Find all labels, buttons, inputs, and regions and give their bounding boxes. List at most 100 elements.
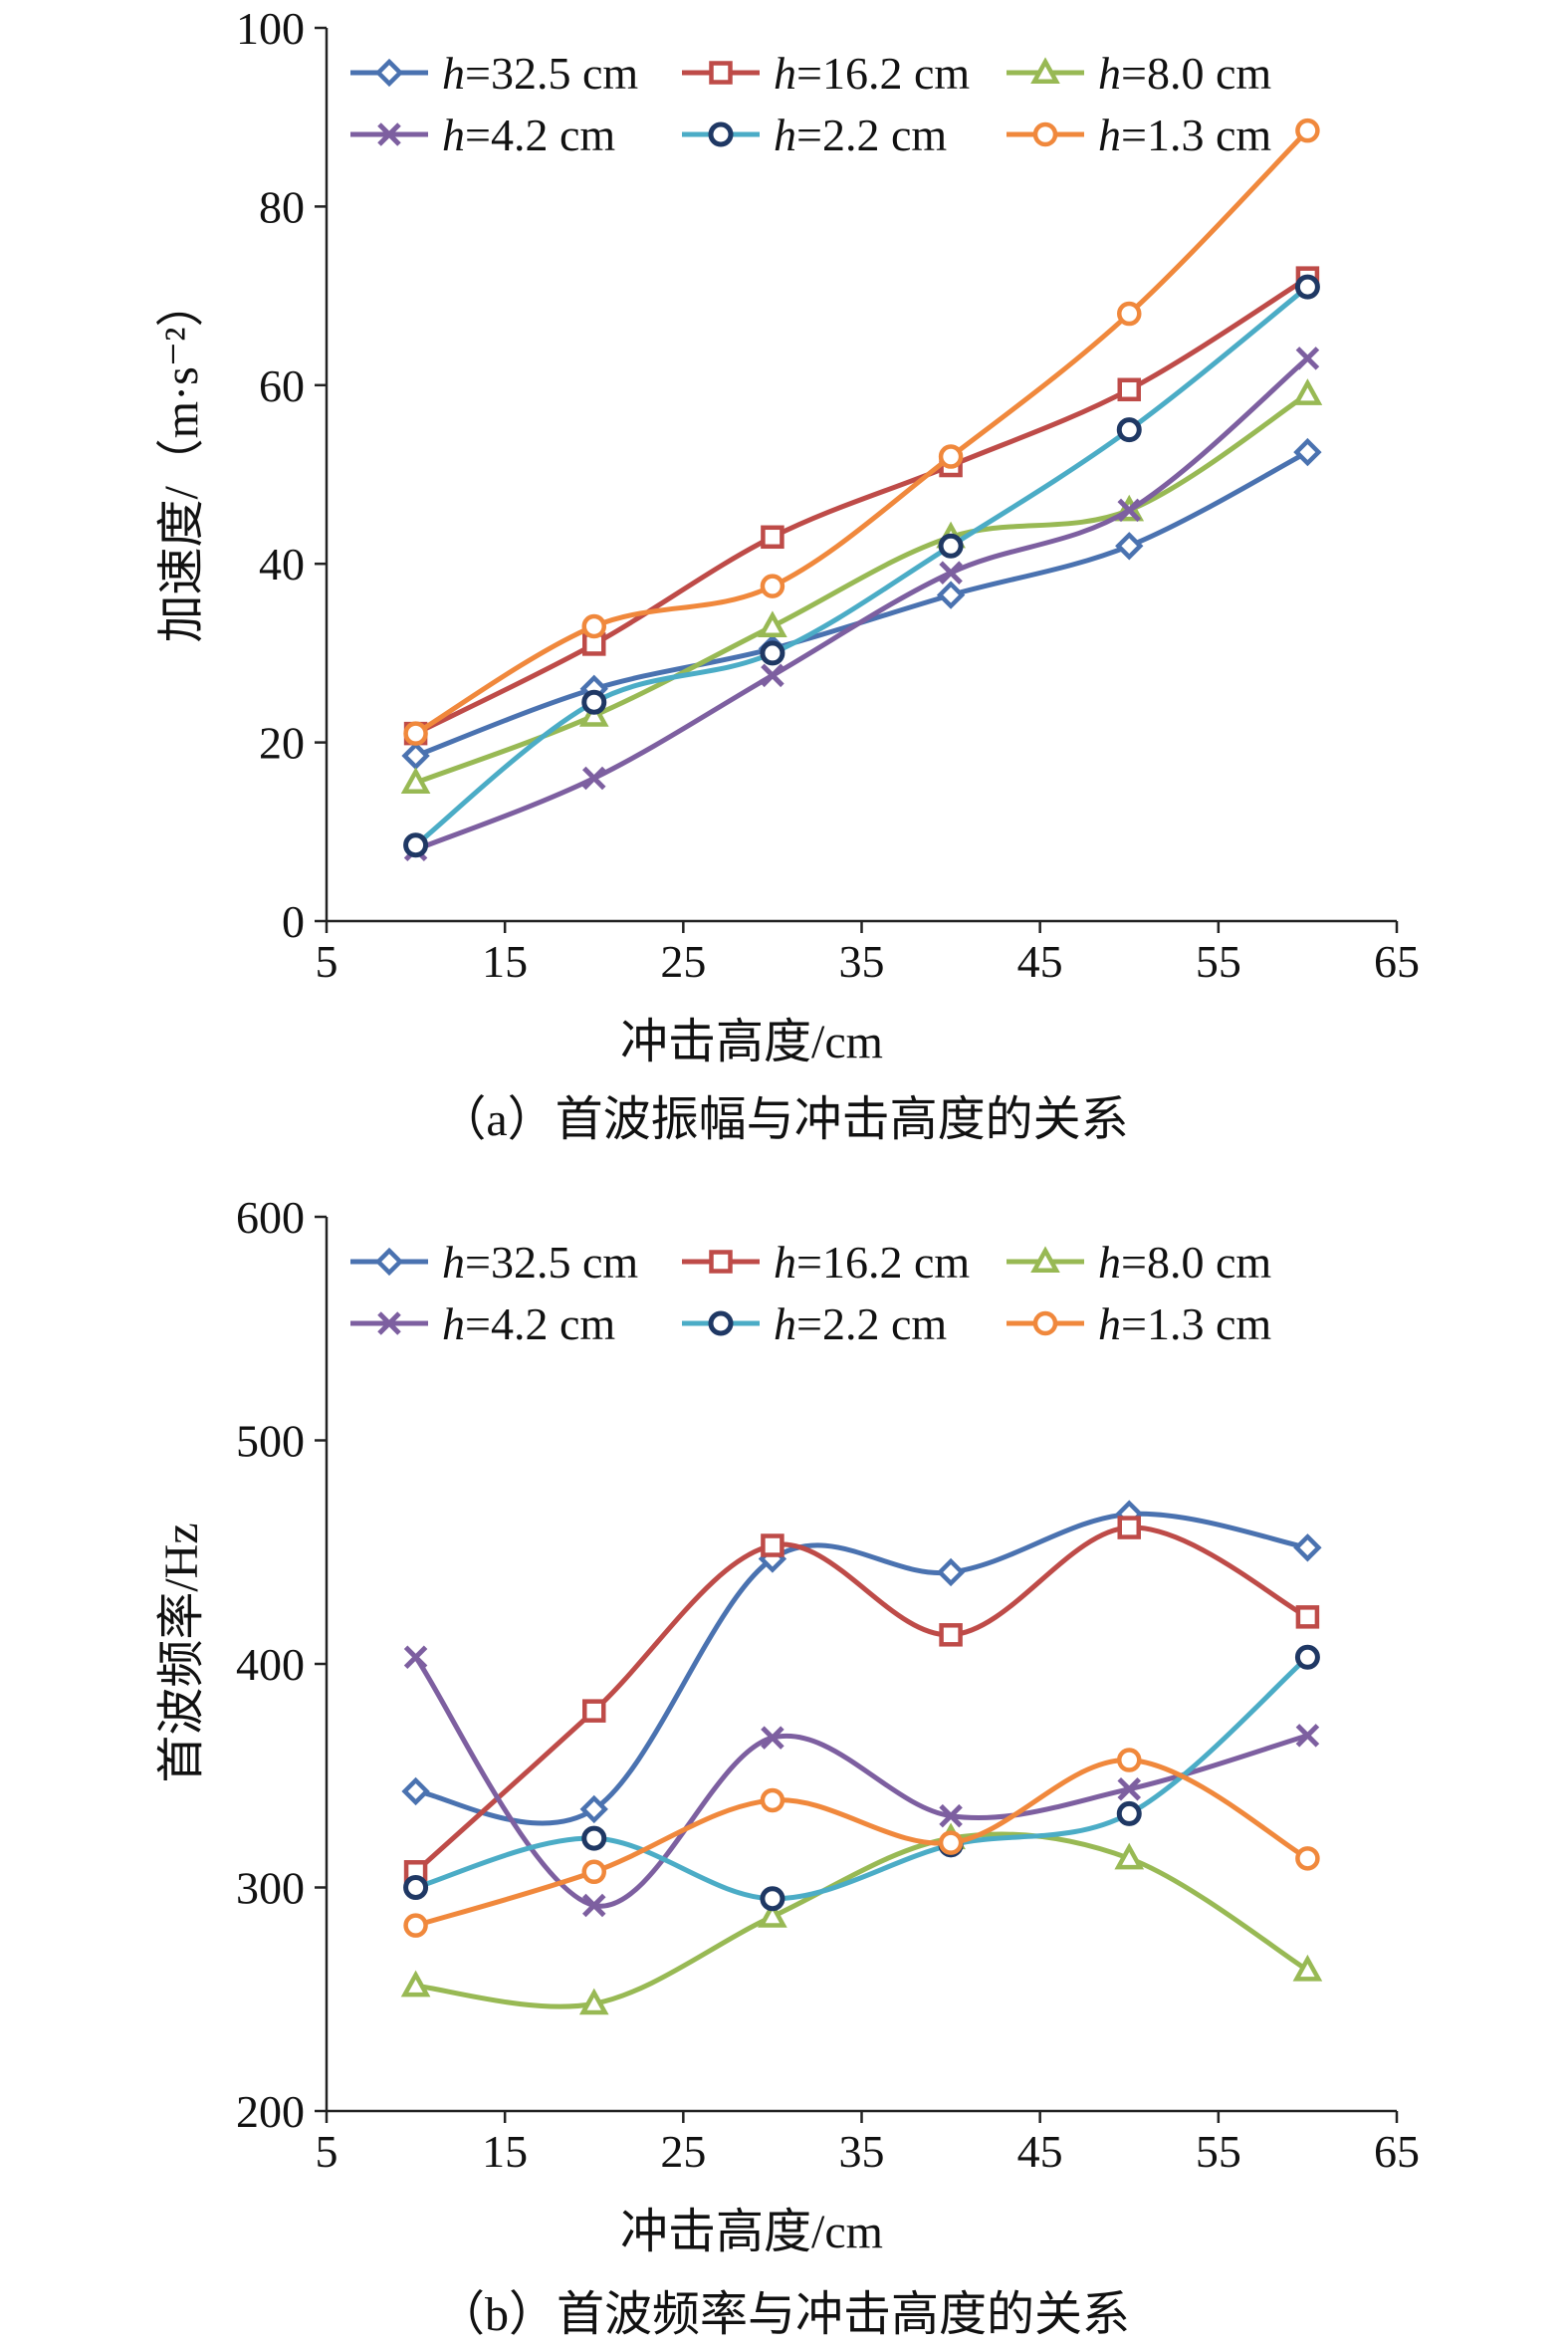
legend-label-value: =1.3 cm (1121, 1298, 1271, 1349)
legend-label: h=32.5 cm (442, 1237, 638, 1288)
data-point (761, 1533, 784, 1557)
data-point (579, 1794, 608, 1824)
legend-label-var: h (774, 1237, 796, 1288)
legend-label-var: h (1098, 1237, 1121, 1288)
legend-label: h=16.2 cm (774, 1237, 970, 1288)
series-6 (403, 1748, 1320, 1938)
legend-label-var: h (442, 1237, 465, 1288)
data-point (760, 574, 785, 598)
series-line (414, 391, 1309, 786)
series-6 (403, 118, 1320, 746)
legend-marker (709, 61, 733, 85)
y-tick-label: 400 (236, 1639, 305, 1690)
legend-label: h=4.2 cm (442, 1298, 615, 1349)
legend-label-value: =2.2 cm (796, 1298, 947, 1349)
x-tick-label: 25 (660, 936, 706, 987)
legend-label-value: =2.2 cm (796, 110, 947, 160)
data-point (582, 1699, 606, 1723)
data-point (760, 640, 785, 666)
legend-marker (374, 58, 404, 88)
series-line (413, 1525, 1309, 1874)
series-3 (400, 378, 1323, 795)
data-point (1117, 1748, 1142, 1772)
legend-label-var: h (442, 110, 465, 160)
legend-label-var: h (774, 1298, 796, 1349)
data-point (581, 1859, 606, 1885)
legend-marker (1032, 121, 1058, 147)
data-point (761, 1726, 784, 1750)
series-3 (400, 1822, 1323, 2015)
legend-label: h=2.2 cm (774, 110, 947, 160)
data-point (1295, 118, 1320, 143)
data-point (936, 581, 966, 609)
legend-marker (377, 122, 401, 146)
x-tick-label: 65 (1374, 936, 1420, 987)
series-2 (403, 1516, 1320, 1884)
x-axis-title-a: 冲击高度/cm (620, 1016, 883, 1068)
data-point (403, 832, 429, 858)
x-tick-label: 55 (1196, 2126, 1241, 2177)
data-point (400, 767, 431, 795)
legend-label-value: =4.2 cm (465, 1298, 615, 1349)
data-point (403, 1645, 428, 1670)
legend-item: h=4.2 cm (350, 110, 615, 160)
data-point (581, 766, 606, 791)
legend-marker (1030, 57, 1060, 85)
legend-marker (1032, 1310, 1058, 1336)
data-point (938, 533, 964, 559)
legend-item: h=2.2 cm (682, 1298, 947, 1349)
series-line (414, 128, 1310, 736)
data-point (403, 721, 428, 746)
data-point (1117, 498, 1142, 523)
caption-a: （a）首波振幅与冲击高度的关系 (438, 1093, 1128, 1146)
legend-label-var: h (1098, 110, 1121, 160)
data-point (758, 610, 787, 638)
y-tick-label: 200 (236, 2086, 305, 2137)
series-5 (403, 274, 1320, 858)
legend-label-var: h (774, 110, 796, 160)
data-point (1117, 1516, 1141, 1539)
data-point (939, 1623, 963, 1647)
series-line (415, 1831, 1309, 2009)
data-point (1294, 1644, 1320, 1670)
legend-label-value: =8.0 cm (1121, 1237, 1271, 1288)
y-tick-label: 20 (259, 718, 305, 769)
series-line (414, 285, 1309, 847)
series-4 (403, 1645, 1320, 1918)
x-tick-label: 5 (316, 936, 338, 987)
x-tick-label: 35 (839, 936, 885, 987)
legend-item: h=32.5 cm (350, 48, 638, 99)
data-point (581, 1893, 606, 1918)
data-point (1114, 1842, 1145, 1870)
legend-label: h=1.3 cm (1098, 1298, 1271, 1349)
legend-marker (377, 1311, 401, 1335)
data-point (1115, 532, 1144, 561)
data-point (403, 1875, 429, 1900)
x-tick-label: 65 (1374, 2126, 1420, 2177)
legend-marker (1030, 1246, 1060, 1274)
legend-label-var: h (1098, 1298, 1121, 1349)
x-axis-title-b: 冲击高度/cm (620, 2206, 883, 2258)
legend-item: h=4.2 cm (350, 1298, 615, 1349)
legend-marker (708, 1310, 734, 1336)
y-axis-title-b: 首波频率/Hz (155, 1523, 208, 1782)
legend-label-var: h (442, 1298, 465, 1349)
y-tick-label: 0 (282, 896, 305, 947)
x-tick-label: 45 (1017, 936, 1063, 987)
data-point (760, 1787, 785, 1813)
x-tick-label: 15 (482, 936, 528, 987)
legend: h=32.5 cm h=16.2 cm h=8.0 cmh=4.2 cm h=2.2 … (350, 1237, 1271, 1349)
y-tick-label: 600 (236, 1192, 305, 1243)
data-point (1117, 301, 1142, 327)
data-point (1117, 1776, 1142, 1801)
data-point (403, 1913, 428, 1938)
x-tick-label: 25 (660, 2126, 706, 2177)
caption-b: （b）首波频率与冲击高度的关系 (437, 2288, 1130, 2341)
legend-label-var: h (774, 48, 796, 99)
data-point (936, 1557, 966, 1587)
legend-item: h=1.3 cm (1007, 110, 1271, 160)
legend-marker (708, 121, 734, 147)
